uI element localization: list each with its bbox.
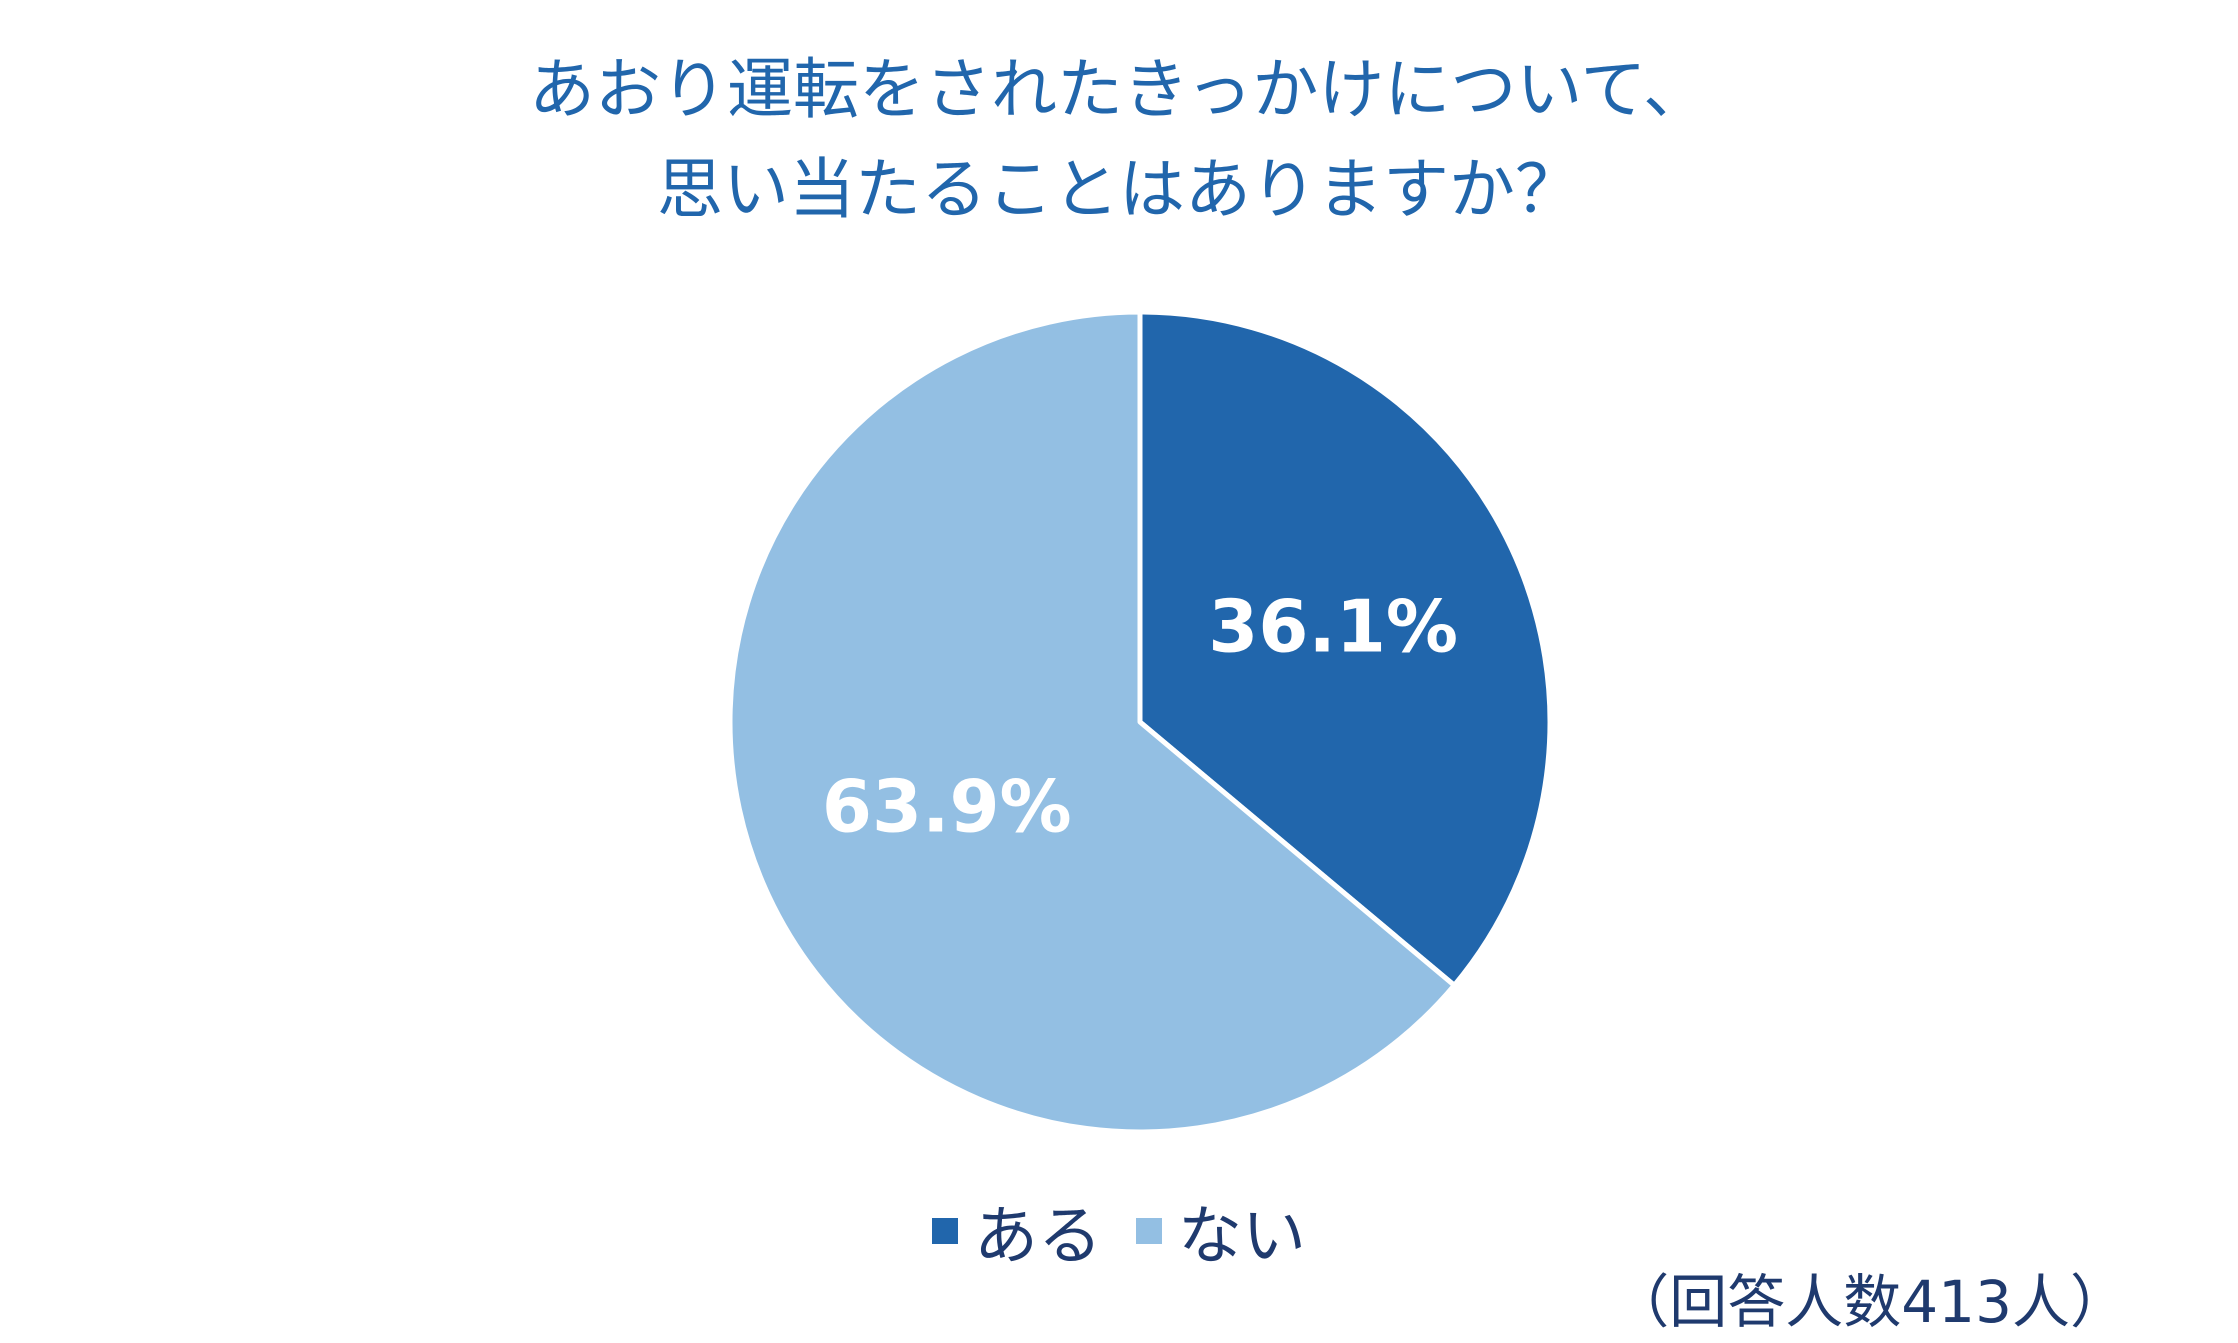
pie-data-labels: 36.1% 63.9% bbox=[822, 584, 1458, 848]
pie-slices bbox=[727, 309, 1553, 1135]
pie-data-label-1: 63.9% bbox=[822, 765, 1072, 849]
legend: ある ない bbox=[0, 1185, 2238, 1277]
legend-swatch-nai bbox=[1136, 1218, 1162, 1244]
pie-data-label-0: 36.1% bbox=[1208, 584, 1458, 668]
legend-swatch-aru bbox=[932, 1218, 958, 1244]
legend-label-nai: ない bbox=[1178, 1200, 1306, 1274]
legend-item-aru: ある bbox=[932, 1185, 1102, 1277]
respondent-count-note: （回答人数413人） bbox=[1611, 1268, 2128, 1336]
chart-title: あおり運転をされたきっかけについて、 思い当たることはありますか？ bbox=[0, 40, 2238, 240]
legend-label-aru: ある bbox=[974, 1200, 1102, 1274]
chart-title-line-1: あおり運転をされたきっかけについて、 bbox=[528, 51, 1710, 128]
legend-item-nai: ない bbox=[1136, 1185, 1306, 1277]
pie-slice-1 bbox=[727, 309, 1457, 1135]
pie-slice-0 bbox=[1137, 309, 1553, 988]
chart-title-line-2: 思い当たることはありますか？ bbox=[657, 151, 1581, 228]
